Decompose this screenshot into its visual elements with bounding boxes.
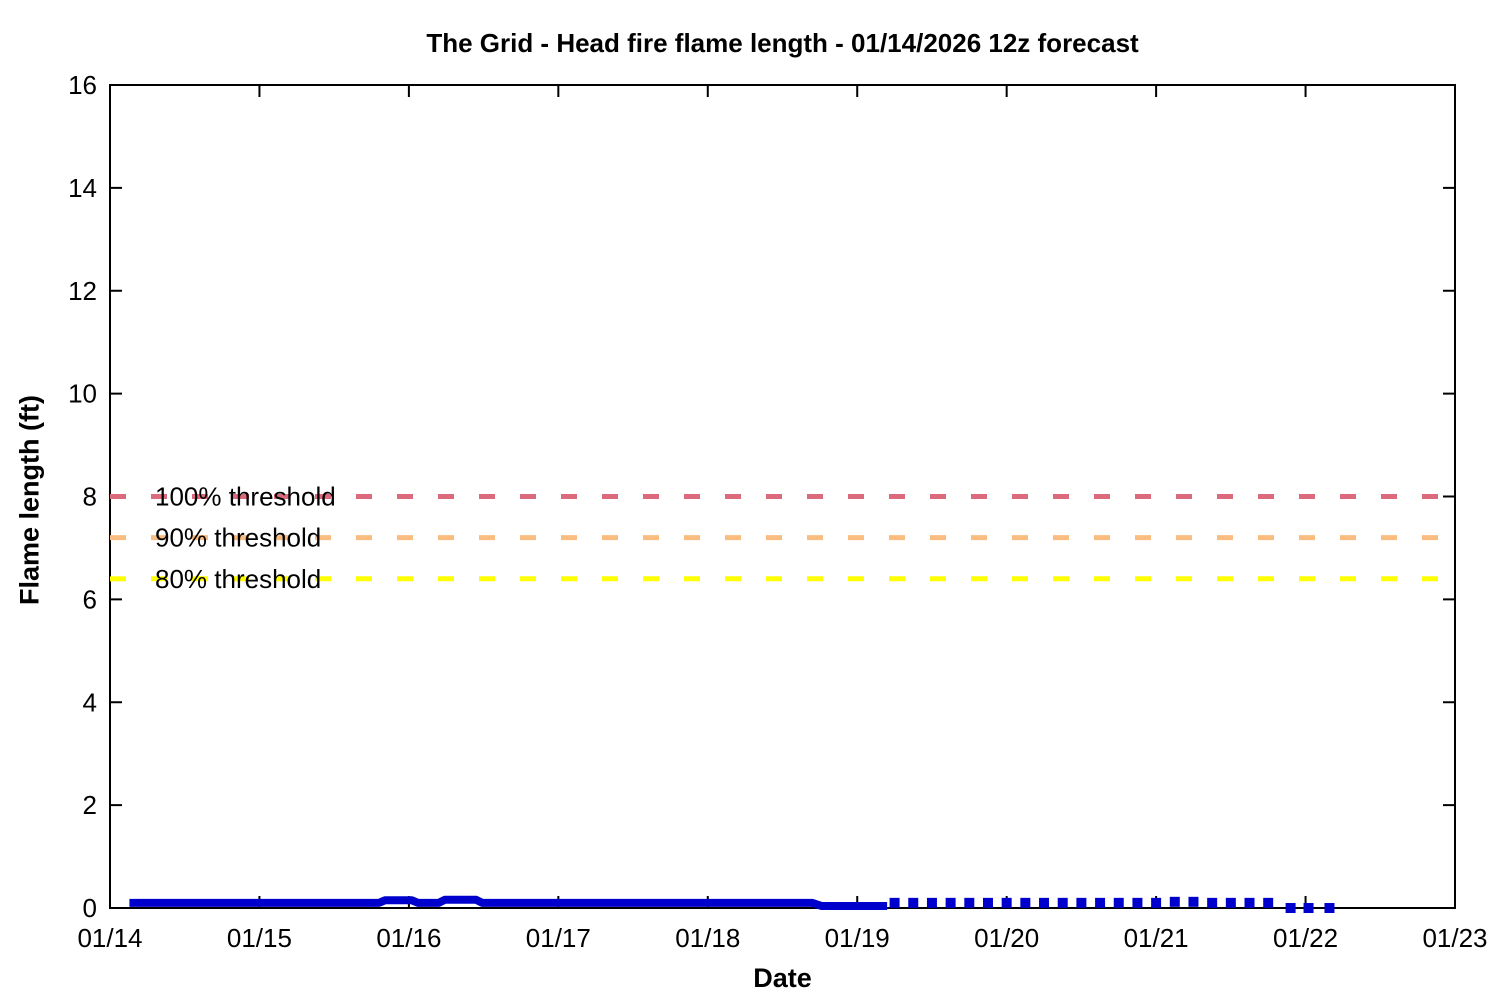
y-tick-label: 14: [68, 173, 97, 203]
x-tick-label: 01/14: [77, 923, 142, 953]
chart-title: The Grid - Head fire flame length - 01/1…: [426, 28, 1139, 58]
flame-length-forecast-dots-marker: [1188, 896, 1199, 907]
flame-length-forecast-dots-marker: [1324, 903, 1335, 913]
y-tick-label: 0: [83, 893, 97, 923]
flame-length-forecast-dots-marker: [982, 897, 993, 908]
x-tick-label: 01/15: [227, 923, 292, 953]
x-tick-label: 01/17: [526, 923, 591, 953]
x-tick-label: 01/18: [675, 923, 740, 953]
flame-length-forecast-dots-marker: [1207, 897, 1218, 908]
threshold-label-90: 90% threshold: [155, 523, 321, 553]
y-tick-label: 6: [83, 584, 97, 614]
threshold-label-80: 80% threshold: [155, 564, 321, 594]
x-tick-label: 01/21: [1124, 923, 1189, 953]
flame-length-forecast-dots-marker: [945, 897, 956, 908]
flame-length-forecast-dots-marker: [1285, 903, 1296, 913]
y-tick-label: 4: [83, 687, 97, 717]
flame-length-forecast-dots-marker: [1020, 897, 1031, 908]
flame-length-forecast-dots-marker: [1039, 897, 1050, 908]
threshold-label-100: 100% threshold: [155, 482, 336, 512]
flame-length-forecast-dots-marker: [1151, 897, 1162, 908]
flame-length-forecast-dots-marker: [889, 897, 900, 908]
flame-length-forecast-dots-marker: [964, 897, 975, 908]
flame-length-forecast-dots-marker: [1169, 896, 1180, 907]
flame-length-forecast-dots-marker: [1057, 897, 1068, 908]
flame-length-forecast-dots-marker: [1095, 897, 1106, 908]
x-tick-label: 01/23: [1422, 923, 1487, 953]
x-tick-label: 01/19: [825, 923, 890, 953]
x-axis-title: Date: [753, 963, 812, 993]
flame-length-forecast-dots-marker: [1001, 897, 1012, 908]
y-tick-label: 8: [83, 482, 97, 512]
flame-length-forecast-dots-marker: [1225, 897, 1236, 908]
x-tick-label: 01/20: [974, 923, 1039, 953]
flame-length-forecast-dots-marker: [908, 897, 919, 908]
flame-length-forecast-dots-marker: [1263, 897, 1274, 908]
flame-length-forecast-dots-marker: [926, 897, 937, 908]
flame-length-forecast-dots-marker: [1132, 897, 1143, 908]
x-tick-label: 01/22: [1273, 923, 1338, 953]
flame-length-forecast-dots-marker: [1113, 897, 1124, 908]
x-tick-label: 01/16: [376, 923, 441, 953]
y-tick-label: 12: [68, 276, 97, 306]
y-tick-label: 10: [68, 379, 97, 409]
y-tick-label: 2: [83, 790, 97, 820]
flame-length-solid: [129, 895, 888, 910]
y-tick-label: 16: [68, 70, 97, 100]
flame-length-forecast-dots-marker: [1303, 903, 1314, 913]
flame-length-forecast-dots-marker: [1244, 897, 1255, 908]
flame-length-forecast-dots-marker: [1076, 897, 1087, 908]
